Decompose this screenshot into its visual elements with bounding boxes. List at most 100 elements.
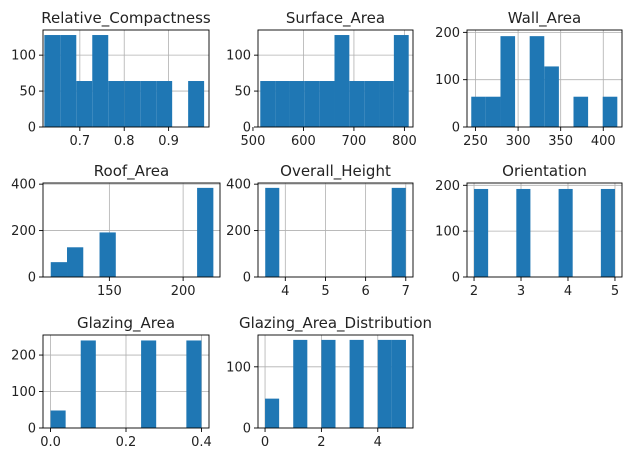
chart-title: Glazing_Area — [77, 314, 175, 333]
histogram-bar — [60, 35, 77, 127]
histogram-bar — [516, 188, 531, 277]
y-tick-label: 0 — [28, 422, 36, 437]
histogram-panel-6: 0.0 0.2 0.4 0 100 200 Glazing_Area — [11, 314, 212, 450]
histogram-bar — [573, 96, 589, 127]
x-tick-label: 500 — [241, 134, 266, 149]
y-tick-label: 0 — [452, 271, 460, 286]
x-tick-label: 7 — [402, 284, 410, 299]
histogram-bar — [321, 339, 336, 428]
x-tick-label: 4 — [281, 284, 289, 299]
histogram-bar — [349, 81, 365, 127]
axes-frame — [466, 29, 623, 128]
histogram-bar — [471, 96, 486, 127]
histogram-bar — [364, 81, 380, 127]
y-tick-label: 200 — [226, 224, 251, 239]
histogram-panel-5: 2 3 4 5 0 100 200 Orientation — [435, 162, 623, 299]
histogram-bar — [293, 339, 308, 428]
histogram-bar — [529, 36, 545, 128]
histogram-bar — [76, 81, 93, 127]
axes-frame — [257, 182, 414, 278]
y-tick-label: 200 — [435, 179, 460, 194]
y-tick-label: 400 — [11, 178, 36, 193]
chart-title: Roof_Area — [94, 162, 169, 181]
histogram-bar — [500, 36, 516, 128]
x-tick-label: 5 — [321, 284, 329, 299]
y-tick-label: 0 — [243, 422, 251, 437]
histogram-panel-2: 250 300 350 400 0 100 200 Wall_Area — [435, 9, 623, 149]
y-tick-label: 0 — [243, 271, 251, 286]
y-tick-label: 200 — [435, 26, 460, 41]
axes-frame — [42, 182, 221, 278]
histogram-bar — [140, 81, 157, 127]
histogram-panel-7: 0 2 4 0 100 Glazing_Area_Distribution — [226, 314, 432, 450]
histogram-bar — [156, 81, 173, 127]
axes-frame — [466, 182, 623, 278]
x-tick-label: 3 — [517, 284, 525, 299]
y-tick-label: 200 — [11, 224, 36, 239]
histogram-bar — [265, 187, 280, 277]
x-tick-label: 600 — [291, 134, 316, 149]
chart-title: Glazing_Area_Distribution — [239, 314, 432, 333]
histogram-bar — [304, 81, 320, 127]
histogram-bar — [108, 81, 125, 127]
x-tick-label: 4 — [374, 435, 382, 450]
histogram-bar — [141, 340, 157, 428]
y-tick-label: 0 — [243, 121, 251, 136]
histogram-bar — [334, 35, 350, 127]
y-tick-label: 0 — [28, 271, 36, 286]
x-tick-label: 6 — [361, 284, 369, 299]
histogram-bar — [474, 188, 489, 277]
y-tick-label: 200 — [11, 349, 36, 364]
y-tick-label: 100 — [11, 49, 36, 64]
chart-title: Wall_Area — [508, 9, 581, 28]
y-tick-label: 100 — [11, 385, 36, 400]
histogram-bar — [391, 187, 406, 277]
y-tick-label: 100 — [435, 73, 460, 88]
histogram-bar — [124, 81, 141, 127]
x-tick-label: 0.0 — [40, 435, 61, 450]
histogram-bar — [260, 81, 276, 127]
histogram-bar — [92, 35, 109, 127]
axes-frame — [257, 29, 414, 128]
y-tick-label: 50 — [234, 85, 251, 100]
x-tick-label: 0.7 — [69, 134, 90, 149]
histogram-panel-0: 0.7 0.8 0.9 0 50 100 Relative_Compactness — [11, 9, 211, 149]
y-tick-label: 100 — [435, 225, 460, 240]
x-tick-label: 150 — [97, 284, 122, 299]
histogram-bar — [50, 410, 66, 428]
histogram-bar — [485, 96, 501, 127]
histogram-panel-3: 150 200 0 200 400 Roof_Area — [11, 162, 221, 299]
histogram-bar — [265, 398, 280, 428]
y-tick-label: 0 — [28, 121, 36, 136]
x-tick-label: 2 — [317, 435, 325, 450]
chart-title: Surface_Area — [286, 9, 385, 28]
x-tick-label: 0.4 — [191, 435, 212, 450]
histogram-bar — [544, 66, 559, 127]
x-tick-label: 0.2 — [116, 435, 137, 450]
histogram-bar — [67, 247, 84, 277]
x-tick-label: 700 — [342, 134, 367, 149]
histogram-bar — [600, 188, 615, 277]
x-tick-label: 800 — [392, 134, 417, 149]
axes-frame — [257, 334, 414, 429]
histogram-bar — [99, 232, 116, 277]
histogram-bar — [319, 81, 335, 127]
x-tick-label: 0 — [261, 435, 269, 450]
histogram-bar — [289, 81, 305, 127]
x-tick-label: 200 — [171, 284, 196, 299]
histogram-bar — [186, 340, 202, 428]
histogram-bar — [80, 340, 96, 428]
histogram-bar — [197, 187, 214, 277]
x-tick-label: 400 — [591, 134, 616, 149]
x-tick-label: 5 — [611, 284, 619, 299]
chart-title: Relative_Compactness — [41, 9, 211, 28]
histogram-panel-1: 500 600 700 800 0 50 100 Surface_Area — [226, 9, 417, 149]
histogram-bar — [188, 81, 205, 127]
histogram-bar — [377, 339, 392, 428]
histogram-bar — [558, 188, 573, 277]
histogram-bar — [379, 81, 394, 127]
histogram-bar — [50, 262, 68, 277]
chart-title: Orientation — [502, 162, 587, 180]
y-tick-label: 50 — [19, 85, 36, 100]
